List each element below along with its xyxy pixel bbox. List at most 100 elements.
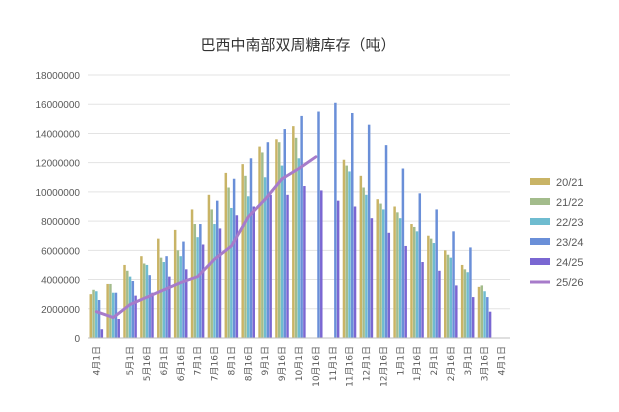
bar-20-21 (275, 139, 278, 338)
bar-24-25 (252, 206, 255, 338)
x-tick-label: 2月16日 (446, 346, 457, 381)
bar-20-21 (393, 206, 396, 338)
bar-24-25 (353, 206, 357, 338)
y-tick-label: 18000000 (36, 71, 81, 82)
bar-24-25 (269, 194, 272, 338)
x-tick-label: 11月16日 (345, 346, 356, 387)
legend-label: 23/24 (556, 237, 584, 249)
bar-21-22 (362, 187, 365, 338)
y-axis: 0 2000000 4000000 6000000 8000000 10000000 120… (36, 71, 81, 345)
x-tick-label: 3月1日 (463, 346, 474, 375)
legend-label: 24/25 (556, 257, 584, 269)
chart-title: 巴西中南部双周糖库存（吨） (200, 36, 395, 54)
bar-24-25 (100, 329, 104, 338)
bar-24-25 (303, 186, 306, 338)
bar-21-22 (176, 250, 180, 338)
bar-22-23 (263, 177, 267, 338)
bar-23-24 (131, 281, 135, 338)
line-series (94, 155, 318, 320)
bar-23-24 (317, 111, 320, 338)
bar-22-23 (415, 231, 419, 338)
y-tick-label: 2000000 (41, 305, 80, 316)
x-tick-label: 12月16日 (378, 346, 389, 387)
bar-24-25 (235, 215, 239, 338)
bar-22-23 (297, 158, 301, 338)
y-tick-label: 8000000 (41, 217, 80, 228)
bar-21-22 (429, 238, 433, 338)
bar-22-23 (179, 256, 182, 338)
bar-22-23 (382, 209, 385, 338)
x-tick-label: 9月16日 (277, 346, 288, 381)
x-tick-label: 4月1日 (91, 346, 102, 375)
line-25-26 (94, 155, 318, 320)
bar-22-23 (449, 257, 453, 338)
bar-23-24 (384, 145, 388, 338)
bar-23-24 (351, 112, 354, 339)
bar-20-21 (292, 126, 295, 338)
bar-24-25 (370, 218, 374, 338)
bar-24-25 (387, 232, 391, 338)
x-tick-label: 12月1日 (362, 346, 373, 381)
x-tick-label: 11月1日 (328, 346, 339, 381)
bar-21-22 (413, 226, 416, 338)
bar-24-25 (151, 292, 154, 338)
bar-23-24 (418, 193, 422, 338)
bar-23-24 (334, 102, 337, 338)
legend-swatch (530, 178, 550, 185)
bar-24-25 (455, 285, 458, 338)
bar-23-24 (165, 256, 168, 338)
bar-22-23 (145, 264, 149, 338)
x-axis: 4月1日 5月1日 5月16日 6月1日 6月16日 7月1日 7月16日 8月1日 8月16日… (88, 337, 510, 387)
x-tick-label: 10月16日 (311, 346, 322, 387)
x-tick-label: 8月16日 (243, 346, 254, 381)
bar-23-24 (148, 275, 151, 338)
bar-21-22 (126, 270, 129, 338)
legend-swatch (530, 218, 550, 225)
bar-22-23 (196, 237, 199, 338)
bar-20-21 (241, 164, 244, 338)
bar-21-22 (193, 224, 197, 338)
bar-21-22 (277, 142, 281, 338)
bar-20-21 (427, 235, 430, 338)
legend-label: 20/21 (556, 177, 584, 189)
x-tick-label: 7月1日 (193, 346, 204, 375)
x-tick-label: 9月1日 (260, 346, 271, 375)
bar-23-24 (486, 297, 489, 338)
bar-21-22 (345, 165, 348, 338)
x-tick-label: 1月16日 (412, 346, 423, 381)
bar-23-24 (435, 209, 438, 338)
bar-24-25 (488, 311, 492, 338)
bar-20-21 (460, 264, 464, 338)
bar-20-21 (258, 146, 261, 338)
bar-20-21 (123, 264, 126, 338)
bar-21-22 (210, 209, 213, 338)
bar-20-21 (89, 294, 93, 338)
bar-24-25 (421, 262, 424, 338)
bar-21-22 (142, 263, 146, 338)
legend-label: 25/26 (556, 277, 584, 289)
x-tick-label: 2月1日 (429, 346, 440, 375)
bar-21-22 (446, 254, 450, 338)
bar-22-23 (483, 291, 486, 338)
y-tick-label: 4000000 (41, 276, 80, 287)
bar-22-23 (398, 218, 402, 338)
bar-20-21 (140, 256, 143, 338)
bar-24-25 (168, 276, 171, 338)
bar-22-23 (213, 224, 216, 338)
bar-23-24 (367, 124, 371, 339)
bar-23-24 (215, 200, 219, 338)
bar-23-24 (283, 129, 286, 338)
bar-24-25 (184, 269, 188, 338)
legend-label: 21/22 (556, 197, 584, 209)
bar-24-25 (201, 244, 205, 338)
x-tick-label: 6月1日 (159, 346, 170, 375)
bar-23-24 (266, 142, 270, 338)
bar-22-23 (128, 276, 132, 338)
bar-22-23 (95, 291, 98, 338)
bar-24-25 (117, 319, 120, 338)
bar-22-23 (432, 243, 436, 338)
bar-21-22 (396, 212, 399, 338)
y-tick-label: 16000000 (36, 100, 81, 111)
